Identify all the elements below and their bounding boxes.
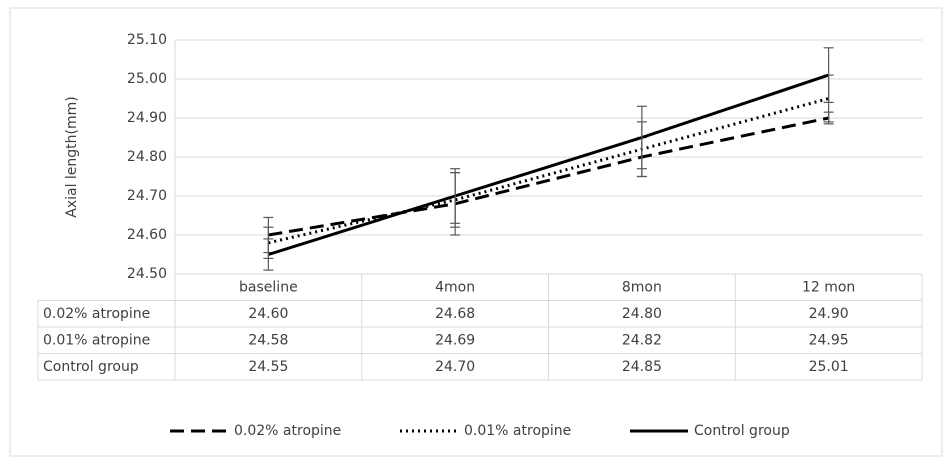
y-tick-label: 24.50: [127, 266, 167, 282]
series-line: [267, 73, 830, 256]
table-cell: 24.85: [622, 359, 662, 375]
y-tick-label: 24.70: [127, 188, 167, 204]
table-cell: 24.82: [622, 332, 662, 348]
legend-label: Control group: [694, 423, 790, 439]
table-row-header: 0.02% atropine: [43, 306, 150, 322]
x-tick-label: 12 mon: [802, 279, 855, 295]
y-tick-label: 24.80: [127, 149, 167, 165]
x-tick-label: baseline: [239, 279, 298, 295]
table-cell: 24.95: [809, 332, 849, 348]
x-tick-label: 4mon: [435, 279, 475, 295]
series-line: [268, 116, 829, 237]
table-row-header: Control group: [43, 359, 139, 375]
error-bar: [263, 238, 274, 271]
y-tick-label: 24.90: [127, 110, 167, 126]
table-cell: 24.60: [248, 306, 288, 322]
table-cell: 24.80: [622, 306, 662, 322]
table-cell: 24.69: [435, 332, 475, 348]
error-bar: [450, 168, 461, 224]
table-cell: 24.55: [248, 359, 288, 375]
y-tick-label: 25.00: [127, 71, 167, 87]
table-cell: 24.70: [435, 359, 475, 375]
y-axis-label: Axial length(mm): [64, 96, 80, 218]
legend-label: 0.02% atropine: [234, 423, 341, 439]
error-bar: [636, 105, 647, 170]
y-tick-label: 24.60: [127, 227, 167, 243]
table-cell: 24.68: [435, 306, 475, 322]
table-cell: 24.58: [248, 332, 288, 348]
table-cell: 24.90: [809, 306, 849, 322]
table-cell: 25.01: [809, 359, 849, 375]
table-row-header: 0.01% atropine: [43, 332, 150, 348]
chart-frame: [9, 7, 943, 457]
x-tick-label: 8mon: [622, 279, 662, 295]
legend-label: 0.01% atropine: [464, 423, 571, 439]
y-tick-label: 25.10: [127, 32, 167, 48]
series-line: [268, 97, 830, 245]
error-bar: [823, 47, 834, 104]
